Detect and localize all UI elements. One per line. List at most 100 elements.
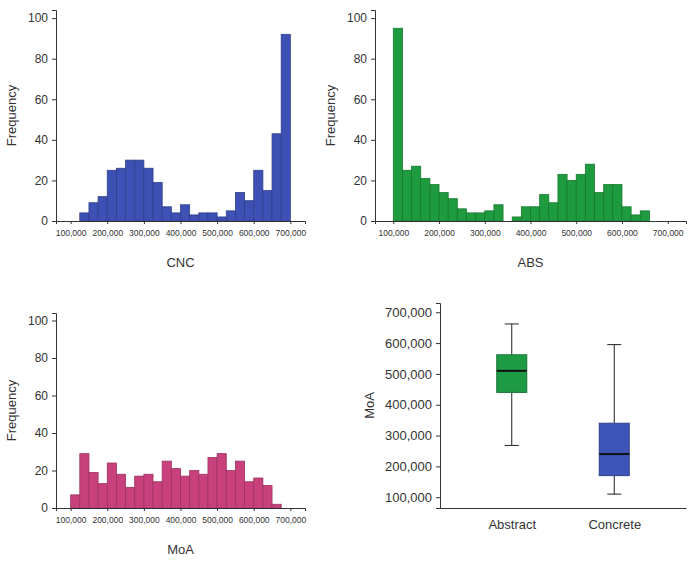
axis-line (57, 509, 306, 512)
bar (226, 211, 235, 221)
tick: 200,000 (92, 508, 123, 525)
tick-label: 400,000 (516, 228, 547, 238)
axis: 100,000200,000300,000400,000500,000600,0… (385, 304, 441, 509)
tick: 0 (360, 214, 375, 228)
tick: 700,000 (653, 221, 684, 238)
whisker-cap (505, 323, 519, 324)
bar (235, 461, 244, 508)
tick: 500,000 (202, 508, 233, 525)
bar (171, 469, 180, 508)
axis: Abstract Concrete (441, 509, 687, 533)
tick: 300,000 (470, 221, 501, 238)
tick: 40 (354, 133, 375, 147)
histogram-panel: 100,000200,000300,000400,000500,000600,0… (323, 11, 687, 271)
tick: 300,000 (129, 508, 160, 525)
tick-mark (52, 471, 56, 472)
bar (604, 184, 613, 221)
tick: 400,000 (166, 221, 197, 238)
bar (89, 203, 98, 221)
bar (162, 207, 171, 221)
tick-label: 600,000 (607, 228, 638, 238)
bar (245, 482, 254, 508)
tick: 600,000 (385, 336, 440, 351)
tick-label: 700,000 (653, 228, 684, 238)
bar (521, 207, 530, 221)
tick: 400,000 (516, 221, 547, 238)
box (497, 324, 527, 445)
bar (631, 215, 640, 221)
bar (585, 164, 594, 221)
tick-label: 500,000 (202, 228, 233, 238)
tick-mark (254, 221, 255, 224)
bar (181, 476, 190, 508)
tick-mark (436, 405, 440, 406)
tick-mark (52, 18, 56, 19)
tick-mark (71, 221, 72, 224)
tick-label: 200,000 (92, 228, 123, 238)
bar (135, 476, 144, 508)
tick-label: 20 (354, 174, 368, 188)
axis: 100,000200,000300,000400,000500,000600,0… (376, 221, 687, 238)
bar (116, 168, 125, 221)
axis: 020406080100 (347, 11, 376, 229)
median (599, 453, 629, 455)
tick: 700,000 (275, 508, 306, 525)
tick: 700,000 (385, 305, 440, 320)
bar (226, 471, 235, 509)
tick-mark (371, 221, 375, 222)
tick-mark (52, 508, 56, 509)
tick-mark (52, 140, 56, 141)
bar (531, 207, 540, 221)
box-panel: Abstract Concrete 100,000200,000300,000400… (362, 304, 687, 533)
axis-line (57, 222, 306, 225)
y-axis-title: Frequency (323, 84, 338, 146)
bar (272, 134, 281, 221)
bars (393, 28, 649, 221)
bar (217, 217, 226, 221)
axis-line (52, 11, 57, 222)
axis: 020406080100 (28, 11, 57, 229)
tick-label: Abstract (488, 517, 536, 532)
tick-label: 700,000 (385, 305, 432, 320)
bar (613, 184, 622, 221)
tick: 600,000 (239, 221, 270, 238)
axis-line (371, 11, 376, 222)
bar (393, 28, 402, 221)
tick: 40 (35, 426, 56, 440)
tick-mark (668, 221, 669, 224)
tick-mark (71, 508, 72, 511)
tick: 40 (35, 133, 56, 147)
histogram-panel: 100,000200,000300,000400,000500,000600,0… (4, 314, 306, 558)
axis: 100,000200,000300,000400,000500,000600,0… (56, 508, 307, 525)
tick-label: Concrete (588, 517, 641, 532)
bar (217, 454, 226, 508)
figure: 100,000200,000300,000400,000500,000600,0… (0, 0, 694, 563)
tick-label: 300,000 (129, 515, 160, 525)
bar (181, 205, 190, 221)
bar (576, 174, 585, 221)
bar (457, 209, 466, 221)
tick-mark (290, 508, 291, 511)
tick-mark (181, 508, 182, 511)
tick-label: 200,000 (385, 459, 432, 474)
tick-mark (144, 508, 145, 511)
tick-label: 100 (28, 314, 48, 328)
tick-label: 60 (354, 93, 368, 107)
tick-mark (439, 221, 440, 224)
tick-label: 60 (35, 93, 49, 107)
tick-mark (107, 508, 108, 511)
axis: 100,000200,000300,000400,000500,000600,0… (56, 221, 307, 238)
bar (190, 215, 199, 221)
tick-label: 400,000 (385, 397, 432, 412)
tick-mark (393, 221, 394, 224)
boxes (497, 324, 630, 494)
tick: 0 (41, 501, 56, 515)
box-body (599, 423, 629, 475)
bar (235, 193, 244, 221)
bar (126, 487, 135, 508)
tick: 400,000 (166, 508, 197, 525)
tick: 700,000 (275, 221, 306, 238)
tick-label: 40 (354, 133, 368, 147)
tick-label: 60 (35, 389, 49, 403)
bar (208, 457, 217, 508)
